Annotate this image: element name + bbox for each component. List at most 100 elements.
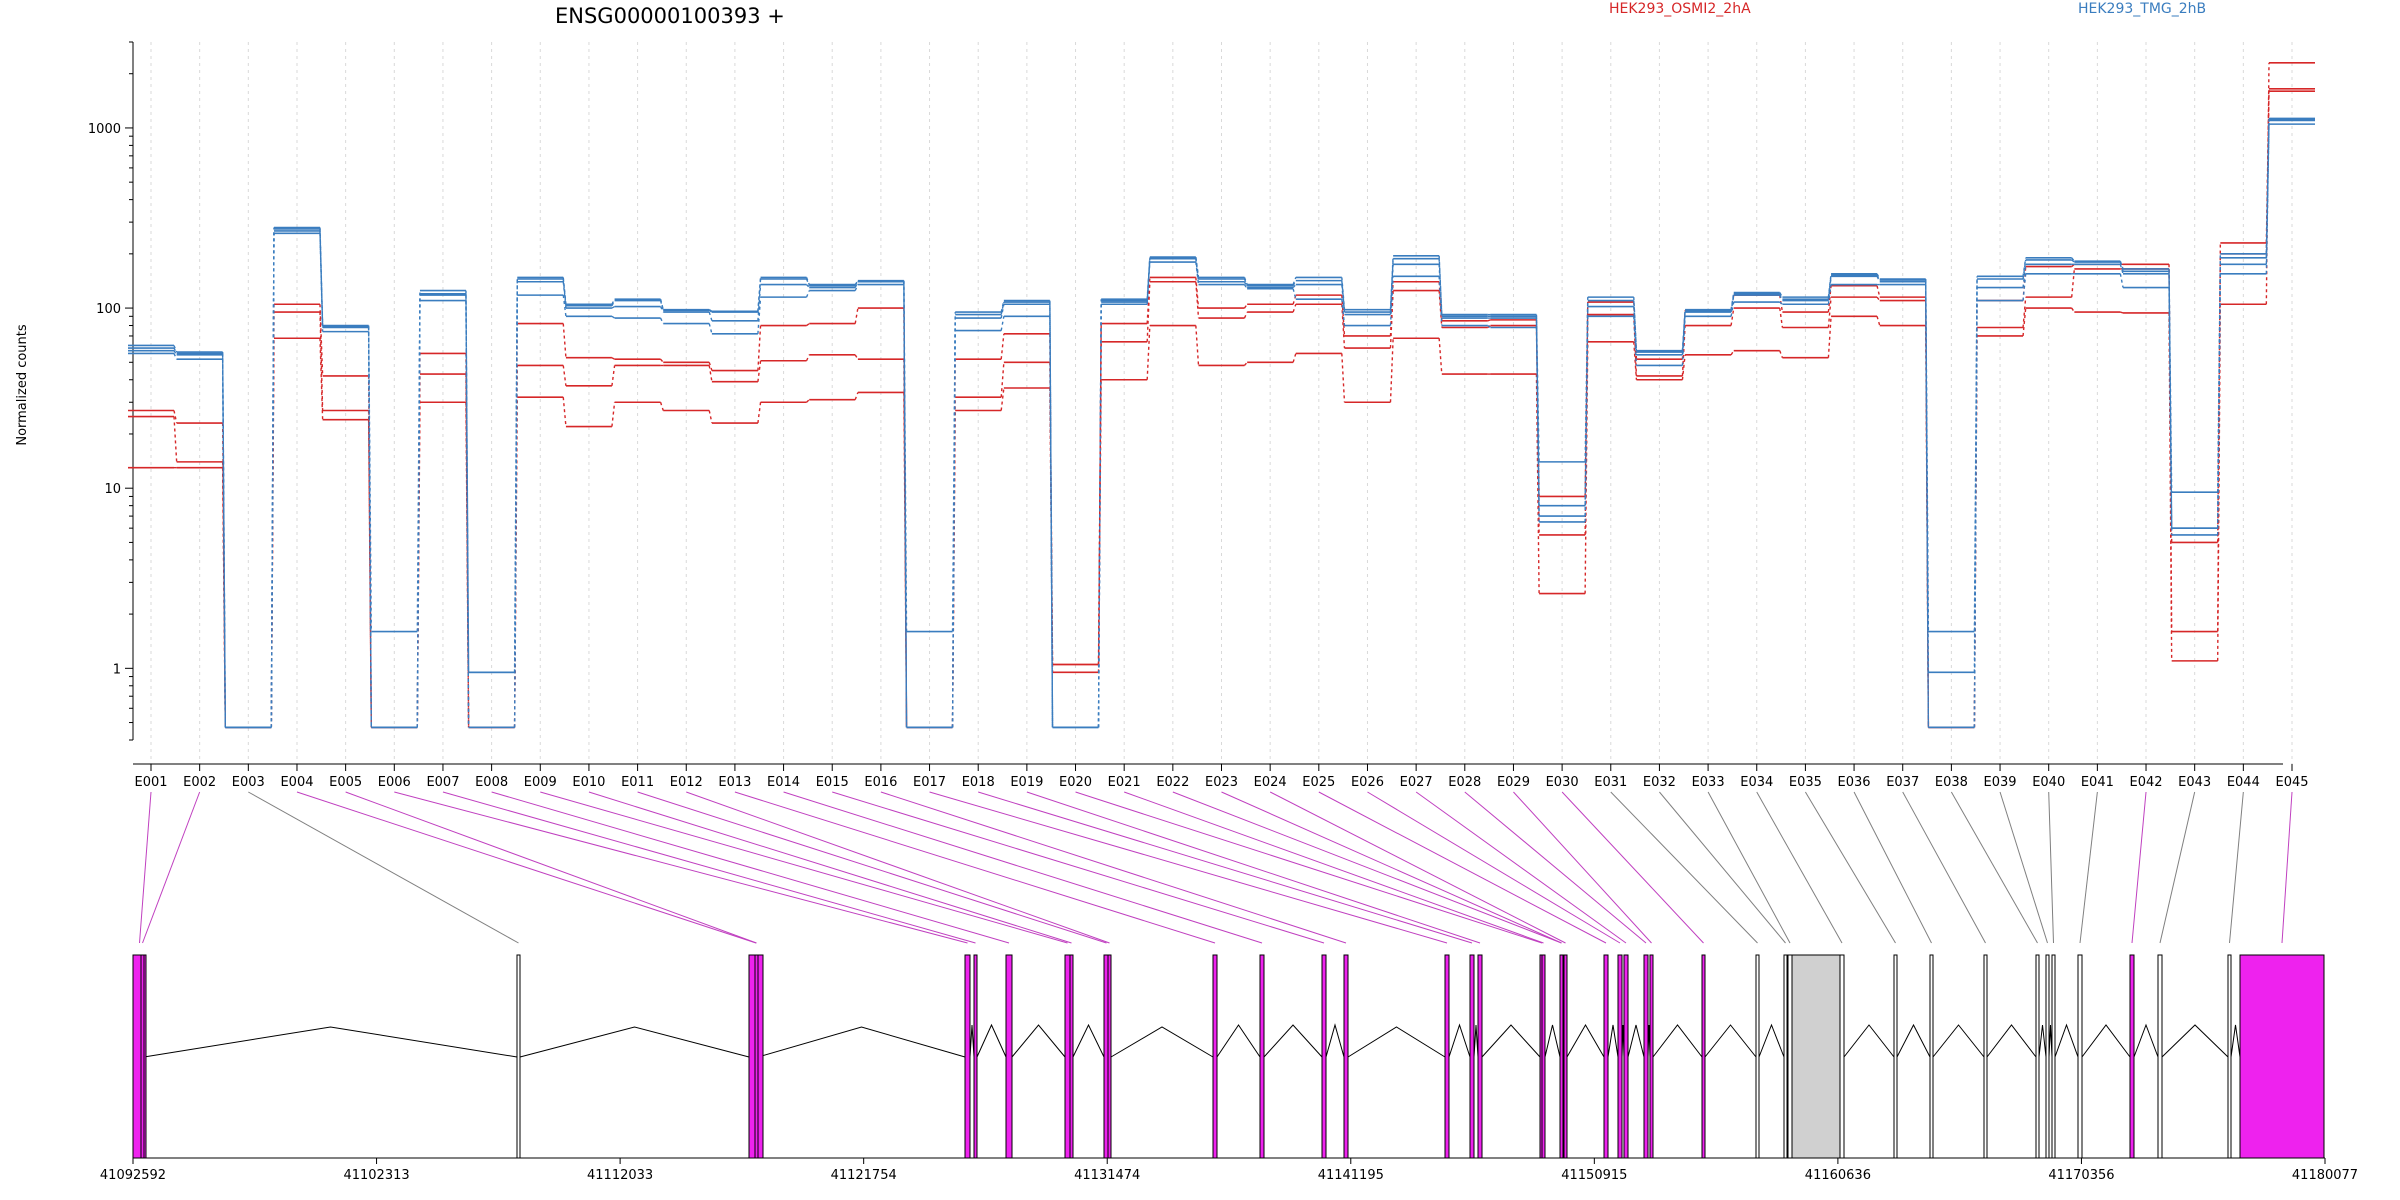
exon-label: E007 xyxy=(426,775,459,790)
y-tick-label: 10 xyxy=(104,482,121,497)
series-connector xyxy=(2168,268,2173,493)
series-6 xyxy=(128,118,2315,729)
series-connector xyxy=(611,365,616,386)
series-connector xyxy=(1730,293,1735,312)
exon-connector xyxy=(686,791,1110,944)
series-connector xyxy=(1487,319,1491,322)
intron-line xyxy=(2081,1024,2131,1058)
exon-label: E009 xyxy=(524,775,557,790)
exon-label: E028 xyxy=(1448,775,1481,790)
series-connector xyxy=(2022,264,2027,288)
genomic-coordinate-axis: 41092592 41102313 41112033 41121754 41131474… xyxy=(100,1157,2358,1183)
exon-connector xyxy=(296,791,757,944)
exon-connector xyxy=(1415,791,1627,944)
series-connector xyxy=(319,228,324,327)
exon-connector-lines xyxy=(139,791,2293,944)
series-connector xyxy=(173,347,178,354)
series-connector xyxy=(562,278,567,306)
series-connector xyxy=(1000,316,1005,331)
y-tick-label: 1 xyxy=(113,662,121,677)
series-connector xyxy=(1633,297,1638,351)
coord-label: 41141195 xyxy=(1318,1168,1384,1183)
series-connector xyxy=(270,228,275,728)
exon-connector xyxy=(1707,791,1791,944)
series-connector xyxy=(1243,361,1248,366)
intron-line xyxy=(1758,1023,1785,1058)
series-connector xyxy=(1730,307,1735,326)
intron-line xyxy=(1566,1024,1605,1058)
exon-connector xyxy=(1902,791,1986,944)
series-connector xyxy=(2022,297,2027,328)
series-connector xyxy=(805,290,810,298)
intron-line xyxy=(1011,1024,1066,1058)
series-connector xyxy=(1389,255,1394,310)
intron-line xyxy=(519,1026,750,1058)
series-connector xyxy=(2071,257,2075,262)
series-connector xyxy=(1633,341,1638,380)
exon-block xyxy=(754,954,759,1159)
series-connector xyxy=(221,353,227,728)
series-connector xyxy=(1389,258,1394,313)
series-connector xyxy=(1243,303,1248,309)
exon-label: E014 xyxy=(767,775,800,790)
series-3 xyxy=(128,123,2315,729)
series-connector xyxy=(1876,296,1881,302)
series-connector xyxy=(2022,308,2027,337)
intron-line xyxy=(976,1023,1007,1058)
exon-label: E017 xyxy=(913,775,946,790)
series-connector xyxy=(757,325,762,371)
series-connector xyxy=(1146,257,1151,301)
exon-label: E042 xyxy=(2130,775,2163,790)
exon-label: E036 xyxy=(1838,775,1871,790)
exon-label: E029 xyxy=(1497,775,1530,790)
exon-grid xyxy=(150,42,2293,765)
exon-label: E004 xyxy=(280,775,313,790)
intron-line xyxy=(1347,1026,1446,1058)
series-connector xyxy=(1487,324,1491,329)
series-connector xyxy=(173,353,178,360)
coord-label: 41102313 xyxy=(343,1168,409,1183)
series-connector xyxy=(2071,307,2075,313)
exon-label: E018 xyxy=(962,775,995,790)
series-connector xyxy=(562,397,567,427)
exon-connector xyxy=(142,791,201,944)
exon-block xyxy=(1259,954,1265,1159)
series-connector xyxy=(903,281,908,728)
series-connector xyxy=(1195,325,1200,366)
series-connector xyxy=(757,297,762,334)
series-connector xyxy=(367,326,372,728)
exon-block xyxy=(1541,954,1546,1159)
exon-connector xyxy=(880,791,1347,944)
series-connector xyxy=(659,402,664,411)
series-connector xyxy=(805,277,810,285)
series-connector xyxy=(1341,277,1346,310)
exon-connector xyxy=(929,791,1448,944)
series-connector xyxy=(2071,259,2075,263)
series-connector xyxy=(562,277,567,305)
coord-label: 41092592 xyxy=(100,1168,166,1183)
exon-connector xyxy=(2048,791,2054,944)
series-connector xyxy=(854,284,859,291)
exon-block xyxy=(1623,954,1629,1159)
intron-line xyxy=(1216,1024,1261,1058)
intron-line xyxy=(1072,1023,1105,1058)
exon-connector xyxy=(491,791,1010,944)
series-connector xyxy=(2119,273,2124,288)
series-connector xyxy=(1000,300,1005,313)
series-connector xyxy=(173,350,178,356)
series-connector xyxy=(805,278,810,287)
series-lines xyxy=(128,61,2315,729)
exon-label: E019 xyxy=(1010,775,1043,790)
exon-label: E025 xyxy=(1302,775,1335,790)
intron-line xyxy=(1544,1024,1561,1058)
coord-label: 41180077 xyxy=(2292,1168,2358,1183)
legend-entry-osmi2: HEK293_OSMI2_2hA xyxy=(1609,1,1751,17)
exon-label: E016 xyxy=(864,775,897,790)
exon-block xyxy=(1643,954,1649,1159)
series-connector xyxy=(1876,285,1881,298)
series-connector xyxy=(1438,338,1443,375)
exon-block xyxy=(1929,954,1934,1159)
exon-label: E039 xyxy=(1984,775,2017,790)
series-connector xyxy=(1779,292,1784,298)
series-connector xyxy=(1243,278,1248,287)
